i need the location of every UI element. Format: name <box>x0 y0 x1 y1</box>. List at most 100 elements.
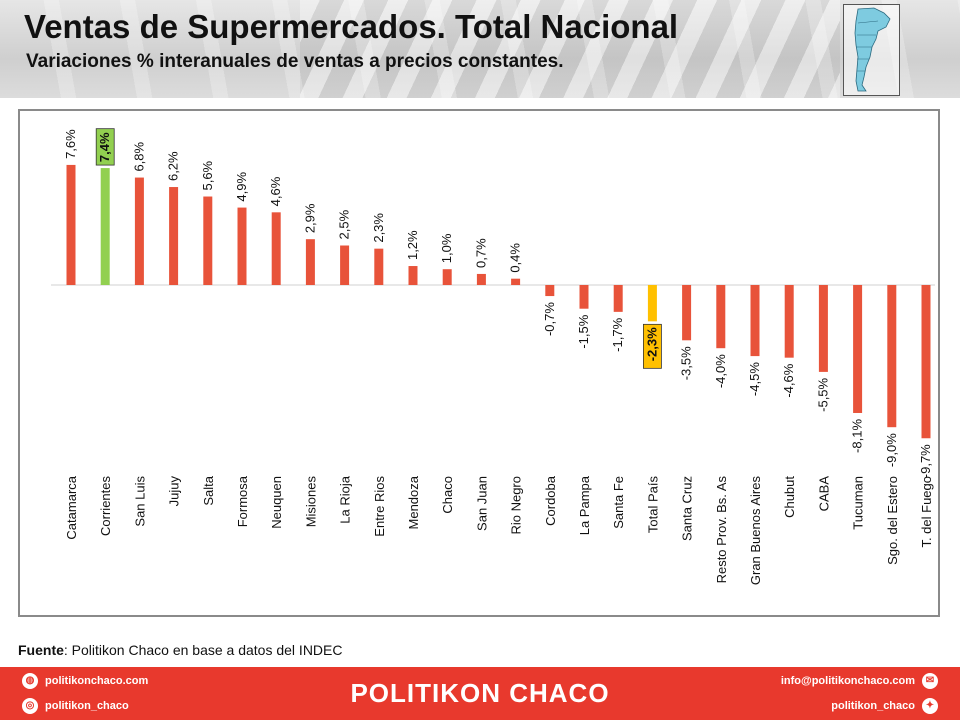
mail-icon: ✉ <box>922 673 938 689</box>
source-note: Fuente: Politikon Chaco en base a datos … <box>18 642 343 658</box>
category-label-text: Gran Buenos Aires <box>748 476 763 586</box>
category-label: Corrientes <box>98 476 113 536</box>
category-label: Entre Rios <box>372 476 387 537</box>
data-label: 2,5% <box>337 209 352 239</box>
category-label: Total País <box>645 476 660 534</box>
data-label: -4,6% <box>781 363 796 397</box>
footer-email[interactable]: info@politikonchaco.com ✉ <box>781 673 938 689</box>
data-label: 1,0% <box>439 233 454 263</box>
footer-instagram-label: politikon_chaco <box>45 700 129 712</box>
footer-website[interactable]: ◍ politikonchaco.com <box>22 673 148 689</box>
category-label: T. del Fuego <box>919 476 934 548</box>
bar-resto-prov-bs-as <box>716 285 726 349</box>
header-texture <box>300 0 840 98</box>
data-label-text: -9,0% <box>884 433 899 467</box>
bar-santa-fe <box>613 285 623 312</box>
footer-website-label: politikonchaco.com <box>45 675 149 687</box>
data-label: -0,7% <box>542 302 557 336</box>
category-label: La Pampa <box>577 475 592 535</box>
bar-salta <box>203 196 213 285</box>
bar-rio-negro <box>511 278 521 285</box>
category-label-text: Tucuman <box>851 476 866 530</box>
bar-san-luis <box>134 177 144 285</box>
data-label: 2,3% <box>371 213 386 243</box>
category-label: Santa Cruz <box>680 476 695 541</box>
category-label: Formosa <box>235 475 250 527</box>
source-label: Fuente <box>18 642 64 658</box>
bar-t-del-fuego <box>921 285 931 439</box>
data-label-text: -4,6% <box>781 363 796 397</box>
data-label: -1,5% <box>576 314 591 348</box>
data-label-text: -0,7% <box>542 302 557 336</box>
bar-total-pa-s <box>647 285 657 322</box>
bar-mendoza <box>408 266 418 285</box>
bar-sgo-del-estero <box>887 285 897 428</box>
category-label: Resto Prov. Bs. As <box>714 476 729 584</box>
category-label-text: La Pampa <box>577 475 592 535</box>
data-label-text: 2,3% <box>371 213 386 243</box>
bar-san-juan <box>476 273 486 285</box>
data-label-text: -4,0% <box>713 354 728 388</box>
data-label-text: -3,5% <box>679 346 694 380</box>
bar-chaco <box>442 269 452 285</box>
data-label: -2,3% <box>643 323 662 369</box>
data-label-text: 1,0% <box>439 233 454 263</box>
data-label: -9,7% <box>918 444 933 478</box>
data-label: 4,6% <box>268 176 283 206</box>
category-label: Misiones <box>303 476 318 528</box>
data-label: 4,9% <box>234 172 249 202</box>
data-label-text: 4,6% <box>268 176 283 206</box>
category-label-text: T. del Fuego <box>919 476 934 548</box>
category-label-text: Corrientes <box>98 476 113 536</box>
category-label: Cordoba <box>543 475 558 526</box>
category-label: Chubut <box>782 476 797 518</box>
data-label-text: 6,2% <box>166 151 181 181</box>
category-label-text: San Juan <box>474 476 489 531</box>
footer-twitter[interactable]: politikon_chaco ✦ <box>831 698 938 714</box>
category-label-text: Jujuy <box>167 476 182 507</box>
category-label: Sgo. del Estero <box>885 476 900 565</box>
footer-twitter-label: politikon_chaco <box>831 700 915 712</box>
data-label: 1,2% <box>405 230 420 260</box>
category-label-text: La Rioja <box>338 475 353 523</box>
bar-entre-rios <box>374 248 384 285</box>
category-label: Santa Fe <box>611 476 626 529</box>
category-label-text: Entre Rios <box>372 476 387 537</box>
category-label-text: Misiones <box>303 476 318 528</box>
category-label: Gran Buenos Aires <box>748 476 763 586</box>
data-label: 6,8% <box>131 141 146 171</box>
category-label-text: Rio Negro <box>509 476 524 535</box>
data-label-text: 2,5% <box>337 209 352 239</box>
category-label: Tucuman <box>851 476 866 530</box>
category-label: Rio Negro <box>509 476 524 535</box>
bar-neuquen <box>271 212 281 285</box>
category-label-text: Cordoba <box>543 475 558 526</box>
data-label-text: -2,3% <box>644 327 659 361</box>
data-label: -4,0% <box>713 354 728 388</box>
footer-instagram[interactable]: ◎ politikon_chaco <box>22 698 129 714</box>
data-label: 0,7% <box>473 238 488 268</box>
footer-bar: ◍ politikonchaco.com ◎ politikon_chaco P… <box>0 667 960 720</box>
data-label-text: 0,7% <box>473 238 488 268</box>
bar-chubut <box>784 285 794 358</box>
category-label-text: Santa Cruz <box>680 476 695 541</box>
chart-frame: 7,6% Catamarca 7,4% Corrientes 6,8% San Luis 6… <box>18 109 940 617</box>
category-label-text: San Luis <box>132 476 147 527</box>
data-label: 0,4% <box>508 243 523 273</box>
instagram-icon: ◎ <box>22 698 38 714</box>
footer-email-label: info@politikonchaco.com <box>780 675 915 687</box>
category-label: Chaco <box>440 476 455 514</box>
category-label: Jujuy <box>167 476 182 507</box>
data-label: 2,9% <box>302 203 317 233</box>
category-label-text: Resto Prov. Bs. As <box>714 476 729 584</box>
category-label-text: Chubut <box>782 476 797 518</box>
data-label-text: -1,5% <box>576 314 591 348</box>
bar-jujuy <box>169 187 179 285</box>
data-label-text: 1,2% <box>405 230 420 260</box>
argentina-map-icon <box>843 4 900 96</box>
data-label-text: -4,5% <box>747 362 762 396</box>
bar-formosa <box>237 207 247 285</box>
data-label-text: 4,9% <box>234 172 249 202</box>
data-label-text: -1,7% <box>610 317 625 351</box>
data-label-text: 7,4% <box>97 132 112 162</box>
